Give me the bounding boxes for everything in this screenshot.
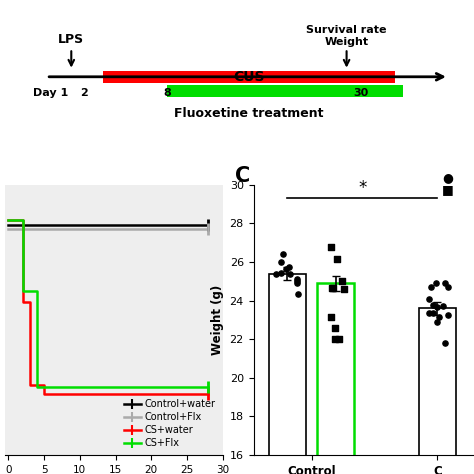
Point	[293, 277, 301, 285]
Point	[277, 258, 285, 265]
Point	[285, 263, 292, 271]
Text: Fluoxetine treatment: Fluoxetine treatment	[174, 107, 323, 119]
Point	[283, 265, 290, 273]
Text: ●: ●	[443, 171, 453, 184]
Text: *: *	[358, 179, 366, 197]
Point	[331, 324, 338, 331]
Text: Day 1: Day 1	[33, 88, 68, 98]
Point	[436, 313, 443, 321]
Point	[439, 302, 447, 310]
Point	[425, 309, 433, 317]
Point	[425, 295, 432, 303]
Text: 30: 30	[354, 88, 369, 98]
Point	[329, 285, 337, 292]
Legend: Control+water, Control+Flx, CS+water, CS+Flx: Control+water, Control+Flx, CS+water, CS…	[122, 398, 218, 450]
Point	[428, 283, 435, 291]
Text: C: C	[235, 166, 250, 186]
Text: CUS: CUS	[233, 70, 264, 84]
Point	[293, 275, 301, 283]
Text: LPS: LPS	[58, 33, 84, 46]
Point	[273, 270, 280, 277]
Text: Survival rate
Weight: Survival rate Weight	[306, 25, 387, 47]
Point	[441, 339, 449, 346]
Point	[429, 310, 437, 317]
Point	[340, 285, 347, 292]
Point	[338, 277, 346, 285]
Point	[279, 250, 286, 258]
Point	[328, 284, 336, 292]
Point	[336, 336, 343, 343]
Point	[328, 314, 335, 321]
Point	[444, 283, 451, 291]
Point	[433, 280, 440, 287]
Text: 2: 2	[80, 88, 88, 98]
Point	[433, 304, 441, 311]
Point	[331, 336, 338, 343]
Point	[334, 255, 341, 263]
Bar	[102, 71, 394, 83]
Point	[294, 290, 301, 298]
Point	[293, 279, 301, 287]
Point	[429, 301, 437, 309]
Point	[444, 311, 452, 319]
Bar	[167, 85, 403, 97]
Point	[327, 243, 334, 251]
Bar	[318, 283, 354, 474]
Bar	[269, 273, 306, 474]
Point	[277, 269, 284, 277]
Bar	[419, 309, 456, 474]
Text: ■: ■	[442, 183, 454, 196]
Point	[286, 270, 293, 277]
Point	[433, 319, 440, 326]
Text: 8: 8	[164, 88, 171, 98]
Y-axis label: Weight (g): Weight (g)	[211, 285, 224, 355]
Point	[442, 279, 449, 286]
